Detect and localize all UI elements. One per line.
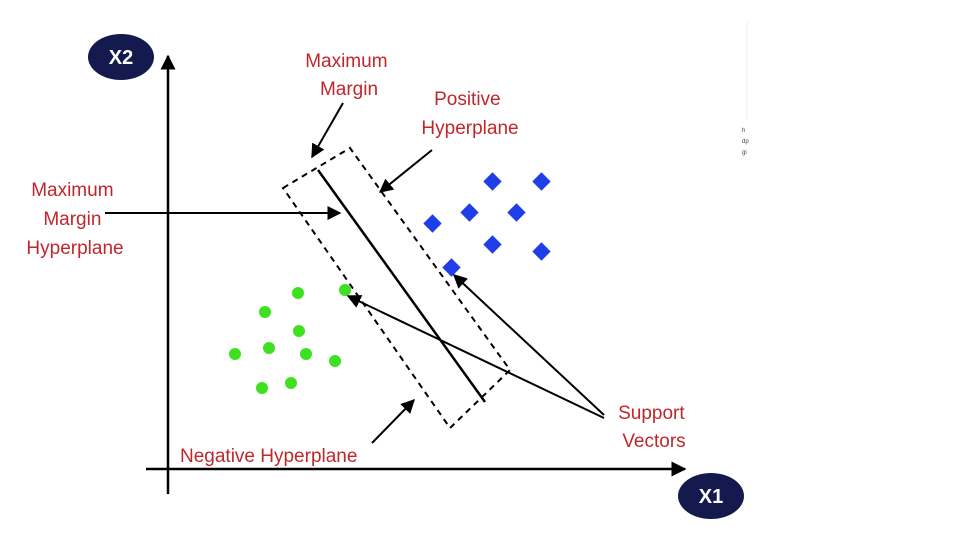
data-point-diamond (507, 203, 526, 222)
data-point-circle (285, 377, 297, 389)
maximum-margin-label: Maximum Margin (305, 51, 393, 100)
support-vectors-label-line: Vectors (622, 431, 685, 452)
x-axis-badge: X1 (678, 473, 744, 519)
data-point-diamond (460, 203, 479, 222)
data-point-circle (293, 325, 305, 337)
support-vector-arrow-lower (346, 295, 605, 419)
data-point-diamond (532, 242, 551, 261)
artifact-text: dp (742, 139, 749, 145)
y-axis-badge: X2 (88, 34, 154, 80)
data-point-circle (229, 348, 241, 360)
positive-hyperplane-arrow (378, 149, 433, 193)
y-axis-label: X2 (109, 47, 133, 69)
artifact-text: gi (742, 150, 747, 156)
data-point-circle (292, 287, 304, 299)
support-vectors-label-line: Support (618, 403, 685, 424)
data-point-circle (259, 306, 271, 318)
data-point-circle (256, 382, 268, 394)
data-point-circle (329, 355, 341, 367)
diamond-class-points (423, 172, 551, 277)
maximum-margin-hyperplane-line (316, 169, 487, 403)
maximum-margin-hyperplane-label-line: Maximum (31, 180, 113, 201)
data-point-diamond (483, 235, 502, 254)
data-point-diamond (423, 214, 442, 233)
artifact-text: h (742, 128, 745, 134)
maximum-margin-label-line: Margin (320, 79, 378, 100)
data-point-diamond (532, 172, 551, 191)
support-vector-arrow-upper (452, 274, 605, 416)
maximum-margin-hyperplane-label-line: Margin (43, 209, 101, 230)
margin-band (281, 146, 512, 430)
data-point-circle (263, 342, 275, 354)
data-point-diamond (483, 172, 502, 191)
data-point-circle (339, 284, 351, 296)
positive-hyperplane-label: Positive Hyperplane (421, 89, 518, 139)
x-axis-label: X1 (699, 486, 723, 508)
negative-hyperplane-label: Negative Hyperplane (180, 446, 357, 467)
data-point-diamond (442, 258, 461, 277)
positive-hyperplane-label-line: Hyperplane (421, 118, 518, 139)
maximum-margin-label-line: Maximum (305, 51, 387, 72)
circle-class-points (229, 284, 351, 394)
negative-hyperplane-arrow (371, 398, 415, 444)
data-point-circle (300, 348, 312, 360)
maximum-margin-arrow (311, 102, 344, 159)
support-vectors-label: Support Vectors (618, 403, 690, 452)
positive-hyperplane-label-line: Positive (434, 89, 501, 110)
maximum-margin-hyperplane-label-line: Hyperplane (26, 238, 123, 259)
maximum-margin-hyperplane-label: Maximum Margin Hyperplane (26, 180, 123, 259)
